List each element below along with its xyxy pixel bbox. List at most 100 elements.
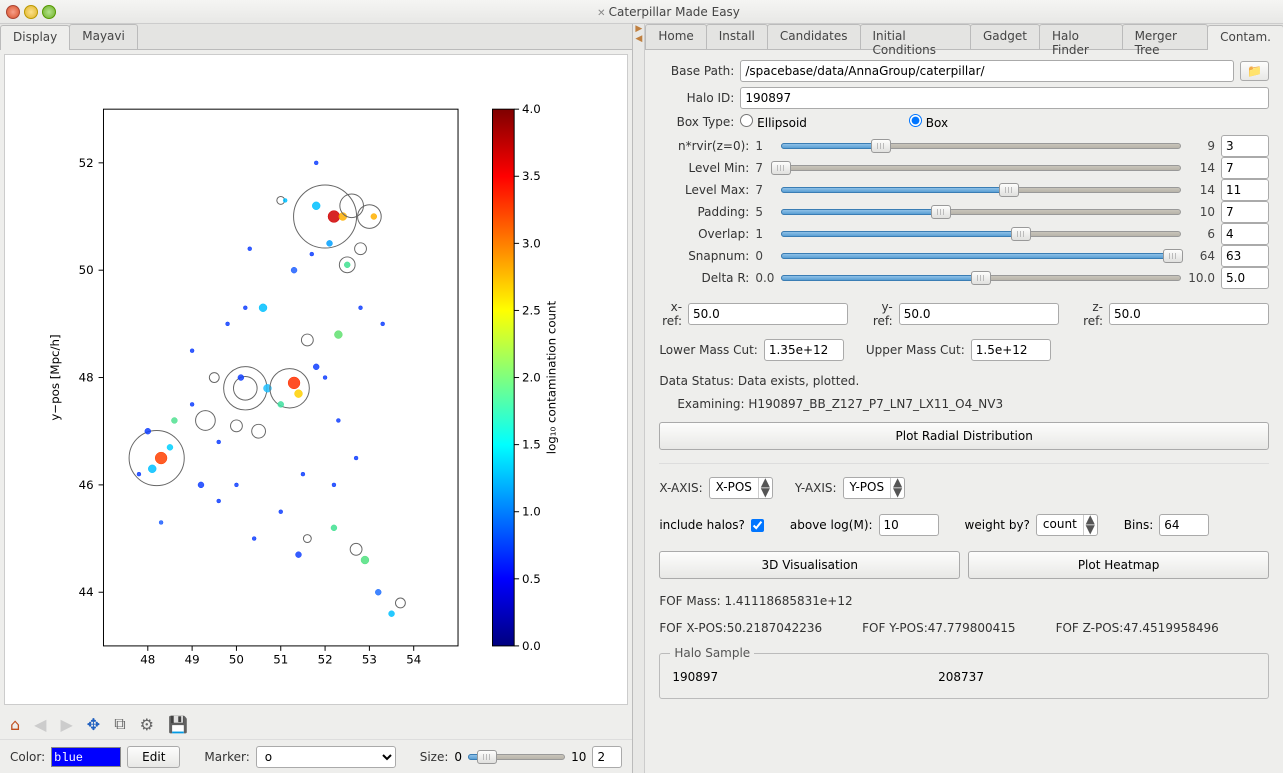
window-close-icon[interactable] [6, 5, 20, 19]
halo-id-input[interactable] [740, 87, 1269, 109]
tab-home[interactable]: Home [645, 24, 706, 49]
tab-merger-tree[interactable]: Merger Tree [1122, 24, 1209, 49]
zref-label: z-ref: [1081, 300, 1103, 328]
tab-candidates[interactable]: Candidates [767, 24, 861, 49]
size-label: Size: [420, 750, 449, 764]
plot-radial-button[interactable]: Plot Radial Distribution [659, 422, 1269, 450]
yref-label: y-ref: [870, 300, 893, 328]
xref-input[interactable] [688, 303, 848, 325]
marker-select[interactable]: o [256, 746, 396, 768]
halo-sample-fieldset: Halo Sample 190897 208737 [659, 646, 1269, 699]
svg-text:y−pos [Mpc/h]: y−pos [Mpc/h] [48, 334, 62, 420]
save-icon[interactable]: 💾 [168, 715, 188, 734]
yref-input[interactable] [899, 303, 1059, 325]
fof-y: FOF Y-POS:47.779800415 [862, 619, 1015, 637]
lower-mass-input[interactable] [764, 339, 844, 361]
slider[interactable] [781, 161, 1181, 175]
halo-sample-legend: Halo Sample [670, 646, 754, 660]
zref-input[interactable] [1109, 303, 1269, 325]
slider-label: Delta R: [659, 271, 749, 285]
svg-text:52: 52 [318, 653, 333, 667]
upper-mass-label: Upper Mass Cut: [866, 343, 965, 357]
size-value[interactable] [592, 746, 622, 768]
tab-contam-[interactable]: Contam. [1207, 25, 1283, 50]
tab-halo-finder[interactable]: Halo Finder [1039, 24, 1123, 49]
above-logm-input[interactable] [879, 514, 939, 536]
xref-label: x-ref: [659, 300, 682, 328]
size-slider[interactable] [468, 750, 565, 764]
plot-area: 484950515253544446485052x−pos [Mpc/h]y−p… [4, 54, 628, 705]
tab-initial-conditions[interactable]: Initial Conditions [860, 24, 971, 49]
slider-value[interactable] [1221, 245, 1269, 267]
slider-value[interactable] [1221, 223, 1269, 245]
browse-button[interactable]: 📁 [1240, 61, 1269, 81]
weight-select[interactable]: count▲▼ [1036, 514, 1098, 536]
svg-text:54: 54 [406, 653, 421, 667]
slider[interactable] [781, 271, 1181, 285]
weight-label: weight by? [965, 518, 1030, 532]
tab-install[interactable]: Install [706, 24, 768, 49]
size-max: 10 [571, 750, 586, 764]
right-tabs: HomeInstallCandidatesInitial ConditionsG… [645, 24, 1283, 50]
bins-label: Bins: [1124, 518, 1153, 532]
svg-text:49: 49 [185, 653, 200, 667]
slider[interactable] [781, 249, 1181, 263]
3d-vis-button[interactable]: 3D Visualisation [659, 551, 960, 579]
svg-text:0.0: 0.0 [522, 639, 541, 653]
slider-value[interactable] [1221, 135, 1269, 157]
slider[interactable] [781, 183, 1181, 197]
fof-x: FOF X-POS:50.2187042236 [659, 619, 822, 637]
home-icon[interactable]: ⌂ [10, 715, 20, 734]
plot-heatmap-button[interactable]: Plot Heatmap [968, 551, 1269, 579]
color-label: Color: [10, 750, 45, 764]
edit-color-button[interactable]: Edit [127, 746, 180, 768]
slider-label: Snapnum: [659, 249, 749, 263]
examining: Examining: H190897_BB_Z127_P7_LN7_LX11_O… [659, 395, 1269, 413]
xaxis-select[interactable]: X-POS▲▼ [709, 477, 773, 499]
window-min-icon[interactable] [24, 5, 38, 19]
base-path-input[interactable] [740, 60, 1234, 82]
forward-icon[interactable]: ▶ [60, 715, 72, 734]
back-icon[interactable]: ◀ [34, 715, 46, 734]
svg-text:1.5: 1.5 [522, 438, 541, 452]
tab-gadget[interactable]: Gadget [970, 24, 1040, 49]
titlebar: Caterpillar Made Easy [0, 0, 1283, 24]
svg-text:44: 44 [79, 585, 94, 599]
svg-text:48: 48 [79, 370, 94, 384]
slider-label: Level Min: [659, 161, 749, 175]
yaxis-select[interactable]: Y-POS▲▼ [843, 477, 906, 499]
slider-value[interactable] [1221, 201, 1269, 223]
scatter-plot: 484950515253544446485052x−pos [Mpc/h]y−p… [5, 55, 627, 671]
zoom-icon[interactable]: ⧉ [114, 714, 125, 734]
window-max-icon[interactable] [42, 5, 56, 19]
slider[interactable] [781, 205, 1181, 219]
lower-mass-label: Lower Mass Cut: [659, 343, 758, 357]
svg-text:1.0: 1.0 [522, 505, 541, 519]
tab-display[interactable]: Display [0, 25, 70, 50]
window-title: Caterpillar Made Easy [60, 5, 1277, 19]
slider[interactable] [781, 227, 1181, 241]
color-swatch[interactable]: blue [51, 747, 121, 767]
pane-splitter[interactable]: ▶◀ [633, 24, 645, 773]
slider-value[interactable] [1221, 267, 1269, 289]
svg-text:48: 48 [140, 653, 155, 667]
ellipsoid-radio[interactable]: Ellipsoid [740, 114, 807, 130]
tab-mayavi[interactable]: Mayavi [69, 24, 138, 49]
halo-sample-item[interactable]: 190897 [672, 670, 718, 684]
pan-icon[interactable]: ✥ [87, 715, 100, 734]
box-radio[interactable]: Box [909, 114, 948, 130]
halo-sample-item[interactable]: 208737 [938, 670, 984, 684]
svg-text:4.0: 4.0 [522, 102, 541, 116]
left-tabs: DisplayMayavi [0, 24, 632, 50]
config-icon[interactable]: ⚙ [140, 715, 154, 734]
bottom-controls: Color: blue Edit Marker: o Size: 0 10 [0, 739, 632, 773]
include-halos-checkbox[interactable] [751, 519, 764, 532]
fof-z: FOF Z-POS:47.4519958496 [1056, 619, 1219, 637]
slider-value[interactable] [1221, 179, 1269, 201]
slider-value[interactable] [1221, 157, 1269, 179]
svg-text:log₁₀ contamination count: log₁₀ contamination count [545, 301, 559, 455]
svg-text:46: 46 [79, 478, 94, 492]
bins-input[interactable] [1159, 514, 1209, 536]
slider[interactable] [781, 139, 1181, 153]
upper-mass-input[interactable] [971, 339, 1051, 361]
